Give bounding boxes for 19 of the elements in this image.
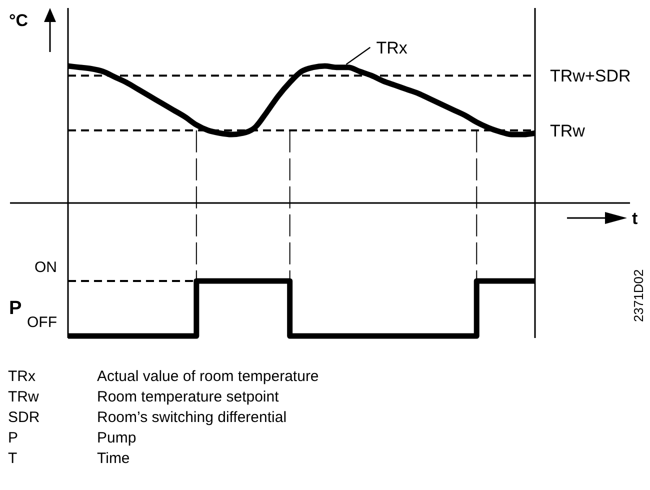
text: 2371D02 — [631, 269, 646, 322]
y-axis-title: P — [9, 298, 22, 319]
ref-line-label: TRw — [550, 121, 586, 140]
text: Pump — [97, 430, 136, 446]
legend-label: TRx — [376, 38, 408, 58]
text: Room temperature setpoint — [97, 388, 280, 406]
text: Time — [97, 450, 130, 467]
text: TRw — [8, 388, 39, 406]
ref-line-label: TRw+SDR — [550, 66, 631, 86]
text: SDR — [8, 409, 40, 426]
text: P — [8, 430, 18, 446]
x-axis-title: t — [632, 209, 638, 228]
text: Actual value of room temperature — [97, 368, 319, 385]
text: OFF — [27, 314, 57, 331]
y-axis-title: °C — [9, 11, 28, 30]
text: T — [8, 450, 18, 467]
text: ON — [34, 259, 57, 276]
text: TRx — [8, 368, 36, 385]
text: Room’s switching differential — [97, 409, 287, 426]
